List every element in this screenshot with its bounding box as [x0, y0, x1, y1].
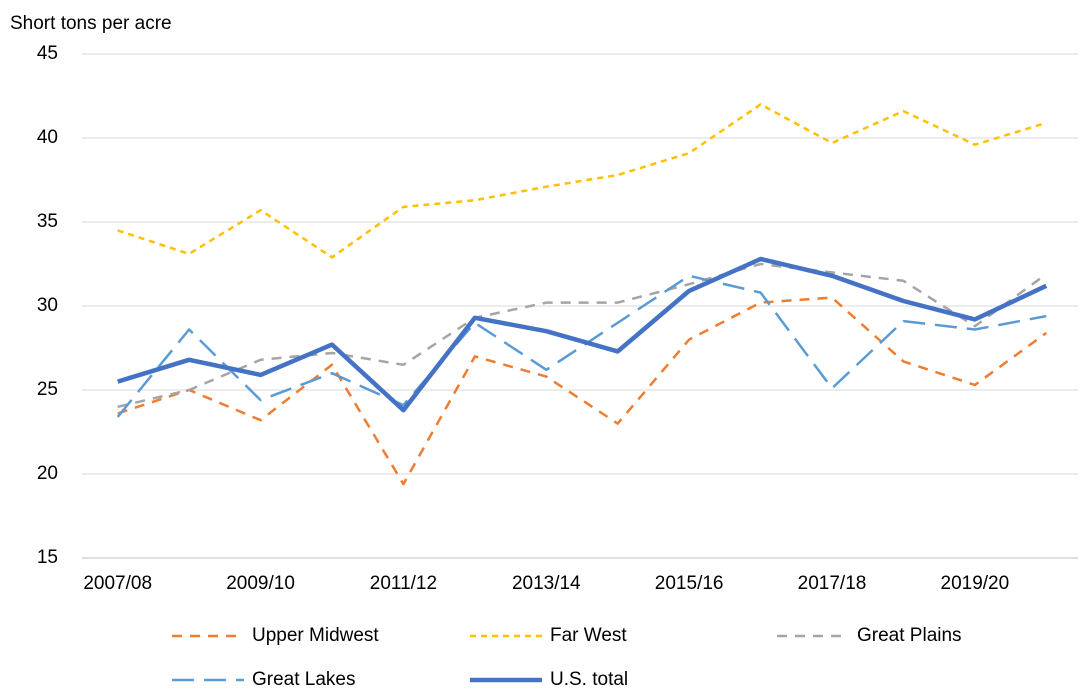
legend-label: Great Lakes: [252, 669, 356, 689]
x-tick-label: 2007/08: [83, 573, 152, 594]
x-tick-label: 2013/14: [512, 573, 581, 594]
series-line: [117, 103, 1047, 259]
y-tick-label: 45: [37, 43, 58, 64]
x-tick-label: 2009/10: [226, 573, 295, 594]
y-axis-title: Short tons per acre: [10, 13, 172, 34]
legend-label: Far West: [550, 625, 627, 646]
x-tick-label: 2011/12: [370, 573, 437, 594]
x-tick-label: 2019/20: [941, 573, 1010, 594]
series-line: [116, 274, 1047, 418]
x-tick-label: 2017/18: [798, 573, 867, 594]
legend-label: Great Plains: [857, 625, 962, 646]
y-tick-label: 25: [37, 379, 58, 400]
y-tick-label: 35: [37, 211, 58, 232]
legend-label: Upper Midwest: [252, 625, 379, 646]
y-tick-label: 40: [37, 127, 58, 148]
y-tick-label: 15: [37, 547, 58, 568]
series-line: [117, 256, 1048, 413]
y-tick-label: 20: [37, 463, 58, 484]
x-tick-label: 2015/16: [655, 573, 724, 594]
legend-label: U.S. total: [550, 669, 628, 689]
series-line: [117, 262, 1048, 409]
y-tick-label: 30: [37, 295, 58, 316]
series-line: [117, 296, 1048, 486]
